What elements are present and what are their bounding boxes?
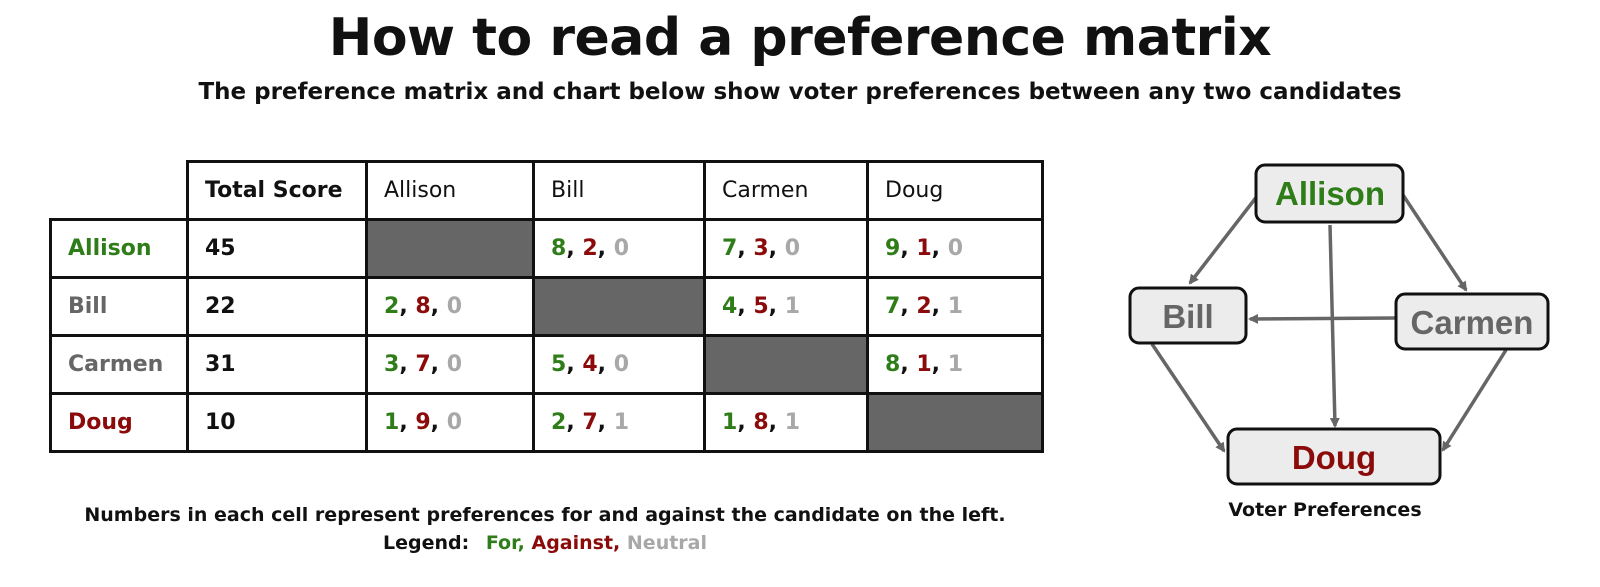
arrow-carmen-doug [1441,349,1508,452]
node-allison-label: Allison [1275,175,1385,212]
pref-for-count: 8 [551,236,567,261]
diagonal-cell [532,276,706,337]
pref-for-count: 5 [551,352,567,377]
column-header: Doug [866,160,1044,221]
page-subtitle: The preference matrix and chart below sh… [198,79,1402,105]
row-total-score: 31 [186,334,368,395]
arrow-bill-doug [1150,343,1226,453]
preference-cell: 1, 8, 1 [703,392,869,453]
pref-for-count: 7 [722,236,738,261]
row-candidate-name: Allison [49,218,189,279]
node-allison: Allison [1254,163,1405,224]
legend-for: For, [485,532,525,554]
header-total-score: Total Score [186,160,368,221]
preference-cell: 8, 2, 0 [532,218,706,279]
row-candidate-name: Bill [49,276,189,337]
pref-for-count: 1 [384,410,400,435]
arrow-allison-carmen [1401,194,1468,292]
node-bill-label: Bill [1162,298,1213,335]
diagonal-cell [703,334,869,395]
preference-cell: 2, 7, 1 [532,392,706,453]
pref-neutral-count: 0 [784,236,800,261]
pref-against-count: 3 [753,236,769,261]
matrix-row: Bill 22 2, 8, 0 4, 5, 1 7, 2, 1 [49,276,1044,337]
pref-neutral-count: 1 [947,294,963,319]
diagonal-cell [365,218,535,279]
preference-cell: 2, 8, 0 [365,276,535,337]
pref-against-count: 1 [916,352,932,377]
pref-for-count: 3 [384,352,400,377]
row-total-score: 10 [186,392,368,453]
pref-neutral-count: 1 [784,294,800,319]
pref-neutral-count: 0 [446,294,462,319]
pref-against-count: 4 [582,352,598,377]
pref-against-count: 1 [916,236,932,261]
pref-neutral-count: 0 [947,236,963,261]
row-candidate-name: Doug [49,392,189,453]
column-header: Carmen [703,160,869,221]
legend-label: Legend: [382,532,470,554]
row-candidate-name: Carmen [49,334,189,395]
preference-cell: 5, 4, 0 [532,334,706,395]
matrix-header-row: Total Score Allison Bill Carmen Doug [50,160,1044,221]
pref-against-count: 9 [415,410,431,435]
matrix-row: Carmen 31 3, 7, 0 5, 4, 0 8, 1, 1 [49,334,1044,395]
pref-neutral-count: 1 [947,352,963,377]
matrix-corner [50,161,189,221]
pref-against-count: 8 [415,294,431,319]
node-doug-label: Doug [1292,439,1376,476]
pref-for-count: 7 [885,294,901,319]
legend-neutral: Neutral [626,532,708,554]
voter-preferences-graph: Allison Bill Carmen Doug [1128,163,1550,486]
pref-against-count: 8 [753,410,769,435]
preference-cell: 7, 2, 1 [866,276,1044,337]
pref-against-count: 2 [916,294,932,319]
pref-for-count: 9 [885,236,901,261]
preference-cell: 1, 9, 0 [365,392,535,453]
matrix-row: Doug 10 1, 9, 0 2, 7, 1 1, 8, 1 [49,392,1044,453]
pref-for-count: 8 [885,352,901,377]
pref-neutral-count: 0 [613,352,629,377]
pref-for-count: 2 [551,410,567,435]
pref-neutral-count: 1 [784,410,800,435]
node-carmen-label: Carmen [1411,304,1534,341]
preference-cell: 9, 1, 0 [866,218,1044,279]
preference-matrix: Total Score Allison Bill Carmen Doug Allison 4… [49,160,1044,453]
pref-against-count: 7 [415,352,431,377]
pref-against-count: 2 [582,236,598,261]
pref-for-count: 2 [384,294,400,319]
column-header: Allison [365,160,535,221]
pref-neutral-count: 0 [446,410,462,435]
pref-against-count: 7 [582,410,598,435]
column-header: Bill [532,160,706,221]
node-carmen: Carmen [1394,292,1550,351]
arrow-carmen-bill [1248,313,1397,324]
node-bill: Bill [1128,286,1248,345]
matrix-note: Numbers in each cell represent preferenc… [84,504,1006,526]
pref-neutral-count: 0 [613,236,629,261]
row-total-score: 45 [186,218,368,279]
pref-against-count: 5 [753,294,769,319]
arrow-allison-doug [1328,224,1340,428]
row-total-score: 22 [186,276,368,337]
preference-cell: 3, 7, 0 [365,334,535,395]
preference-cell: 8, 1, 1 [866,334,1044,395]
pref-neutral-count: 1 [613,410,629,435]
legend: Legend: For, Against, Neutral [49,529,1041,557]
preference-cell: 7, 3, 0 [703,218,869,279]
node-doug: Doug [1226,427,1442,486]
arrow-allison-bill [1188,193,1260,285]
page-title: How to read a preference matrix [328,8,1272,68]
legend-against: Against, [531,532,621,554]
pref-neutral-count: 0 [446,352,462,377]
graph-caption: Voter Preferences [1228,499,1422,521]
preference-cell: 4, 5, 1 [703,276,869,337]
pref-for-count: 4 [722,294,738,319]
diagonal-cell [866,392,1044,453]
matrix-row: Allison 45 8, 2, 0 7, 3, 0 9, 1, 0 [49,218,1044,279]
pref-for-count: 1 [722,410,738,435]
